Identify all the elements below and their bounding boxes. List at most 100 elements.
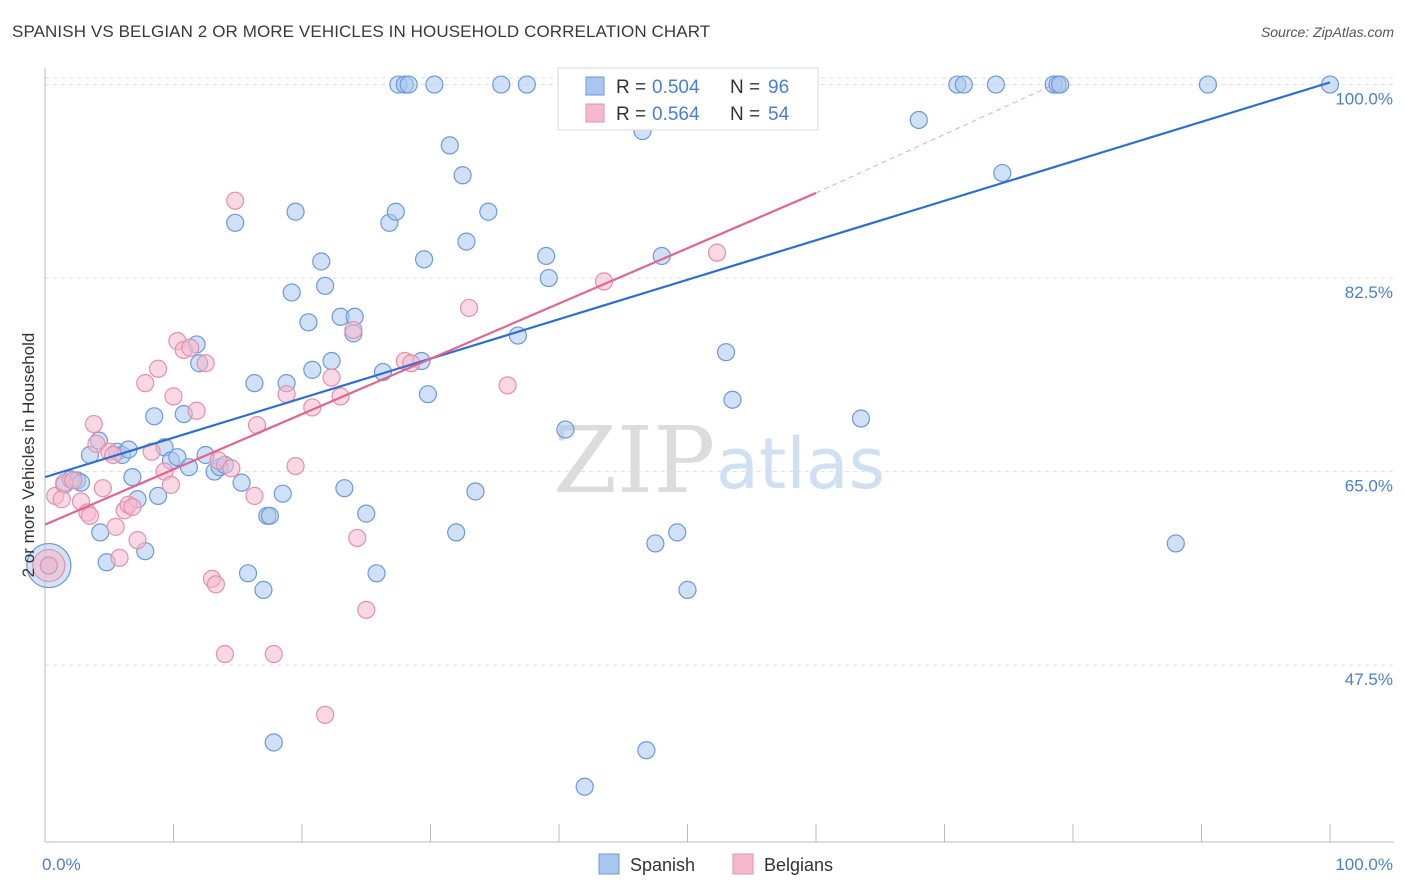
x-tick-marks xyxy=(173,824,1331,842)
spanish-point xyxy=(282,283,301,302)
spanish-point xyxy=(1166,534,1185,553)
belgian-point xyxy=(498,376,517,395)
spanish-point xyxy=(447,523,466,542)
belgian-point xyxy=(106,517,125,536)
belgian-point xyxy=(226,191,245,210)
belgian-point xyxy=(316,705,335,724)
spanish-point xyxy=(260,506,279,525)
belgian-point xyxy=(104,445,123,465)
bottom-legend-belgians-label: Belgians xyxy=(764,855,833,875)
legend-spanish-r-label: R = xyxy=(616,77,651,98)
spanish-point xyxy=(303,360,322,379)
belgian-point xyxy=(348,528,367,548)
spanish-point xyxy=(286,202,305,221)
spanish-trendline xyxy=(44,81,1331,479)
belgian-point xyxy=(148,359,168,378)
spanish-point xyxy=(386,202,405,221)
belgian-point xyxy=(245,486,264,506)
bottom-legend-spanish-label: Spanish xyxy=(630,855,695,875)
belgian-point xyxy=(84,414,103,434)
belgian-point xyxy=(161,475,181,494)
spanish-point xyxy=(238,564,258,583)
spanish-point xyxy=(299,313,318,332)
legend-belgians-swatch xyxy=(585,103,605,123)
spanish-point xyxy=(537,246,556,266)
belgian-point xyxy=(187,401,206,420)
belgian-point xyxy=(357,600,376,619)
spanish-point xyxy=(851,409,871,428)
legend-belgians-n-label: N = xyxy=(730,104,765,125)
spanish-point xyxy=(312,252,331,271)
y-axis-label: 2 or more Vehicles in Household xyxy=(19,333,38,578)
trendlines xyxy=(44,81,1331,526)
axes xyxy=(44,68,1394,843)
belgian-point xyxy=(206,575,226,594)
spanish-point xyxy=(453,166,472,185)
bottom-legend-belgians-swatch xyxy=(732,853,754,875)
spanish-point xyxy=(168,448,187,467)
spanish-point xyxy=(418,385,438,404)
spanish-point xyxy=(335,479,354,498)
spanish-point xyxy=(399,75,418,94)
legend-bottom: Spanish Belgians xyxy=(598,853,833,875)
belgian-point xyxy=(322,368,341,387)
legend-spanish-r-value: 0.504 xyxy=(652,77,700,98)
spanish-point xyxy=(492,75,511,94)
bottom-legend-spanish-swatch xyxy=(598,853,620,875)
spanish-point xyxy=(245,374,264,393)
spanish-point xyxy=(993,163,1012,183)
legend-belgians-n-value: 54 xyxy=(768,104,790,125)
spanish-point xyxy=(254,580,273,599)
belgian-points xyxy=(32,191,727,724)
spanish-point xyxy=(425,75,444,94)
spanish-point xyxy=(273,484,292,503)
spanish-point xyxy=(145,407,164,426)
belgian-point xyxy=(52,490,71,509)
watermark-zip: ZIP xyxy=(553,407,715,514)
belgian-point xyxy=(136,374,155,393)
legend-spanish-n-label: N = xyxy=(730,77,765,98)
legend-belgians-r-value: 0.564 xyxy=(652,104,700,125)
spanish-point xyxy=(909,110,928,130)
spanish-point xyxy=(716,343,736,362)
belgian-point xyxy=(286,456,305,476)
spanish-point xyxy=(723,390,742,409)
spanish-point xyxy=(123,468,142,487)
belgian-point xyxy=(196,354,215,373)
spanish-point xyxy=(637,741,656,760)
spanish-point xyxy=(322,351,341,371)
legend-spanish-swatch xyxy=(585,76,605,96)
spanish-point xyxy=(668,523,687,542)
spanish-point xyxy=(539,268,558,288)
spanish-point xyxy=(517,75,536,94)
spanish-point xyxy=(414,250,434,269)
belgian-point xyxy=(123,497,142,517)
spanish-point xyxy=(148,486,168,506)
spanish-point xyxy=(678,580,697,599)
belgian-point xyxy=(215,644,234,664)
belgian-point xyxy=(344,320,363,340)
source-credit: Source: ZipAtlas.com xyxy=(1260,24,1394,40)
spanish-point xyxy=(556,420,575,439)
spanish-point xyxy=(232,473,251,492)
spanish-point xyxy=(316,276,335,295)
belgian-point xyxy=(264,644,283,664)
belgian-point xyxy=(93,479,112,498)
spanish-point xyxy=(91,523,110,542)
y-tick-label: 100.0% xyxy=(1335,90,1393,109)
belgian-point xyxy=(459,298,479,318)
spanish-point xyxy=(466,482,485,501)
belgian-point xyxy=(128,531,147,550)
belgian-point xyxy=(181,338,200,357)
spanish-point xyxy=(440,136,459,155)
spanish-point xyxy=(575,777,594,796)
spanish-point xyxy=(1051,75,1070,94)
spanish-point xyxy=(357,504,376,523)
belgian-trendline xyxy=(44,191,817,526)
belgian-point xyxy=(222,459,241,478)
belgian-point xyxy=(39,556,58,575)
spanish-point xyxy=(954,75,973,94)
legend-spanish-n-value: 96 xyxy=(768,77,789,98)
spanish-point xyxy=(264,733,283,752)
